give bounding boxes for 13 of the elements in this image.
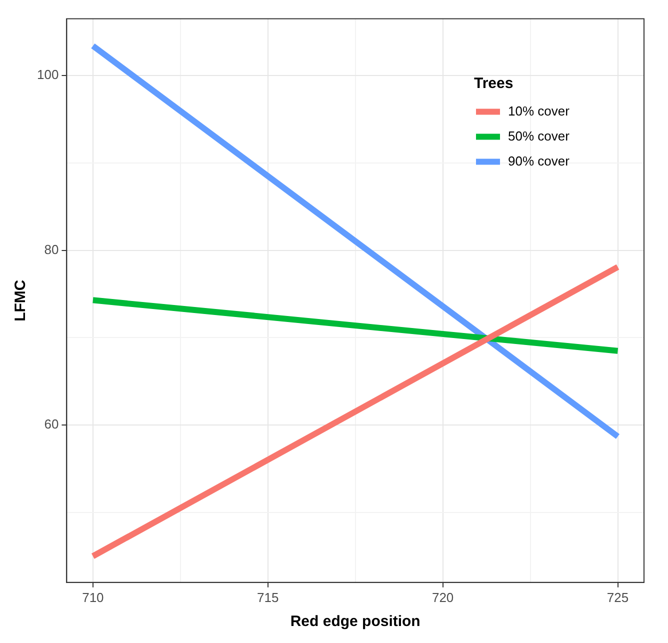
y-tick-label: 100 xyxy=(36,67,59,82)
x-tick-label: 710 xyxy=(82,590,104,605)
legend-title: Trees xyxy=(474,74,514,92)
x-tick-label: 725 xyxy=(606,590,629,605)
x-axis-title: Red edge position xyxy=(290,613,420,630)
y-tick-label: 80 xyxy=(44,242,59,257)
x-tick-label: 715 xyxy=(257,590,279,605)
x-tick-label: 720 xyxy=(432,590,454,605)
legend-label: 90% cover xyxy=(508,153,570,168)
legend-label: 50% cover xyxy=(508,128,570,144)
y-tick-label: 60 xyxy=(44,416,59,432)
legend-label: 10% cover xyxy=(508,103,570,118)
y-axis-title: LFMC xyxy=(12,280,30,322)
